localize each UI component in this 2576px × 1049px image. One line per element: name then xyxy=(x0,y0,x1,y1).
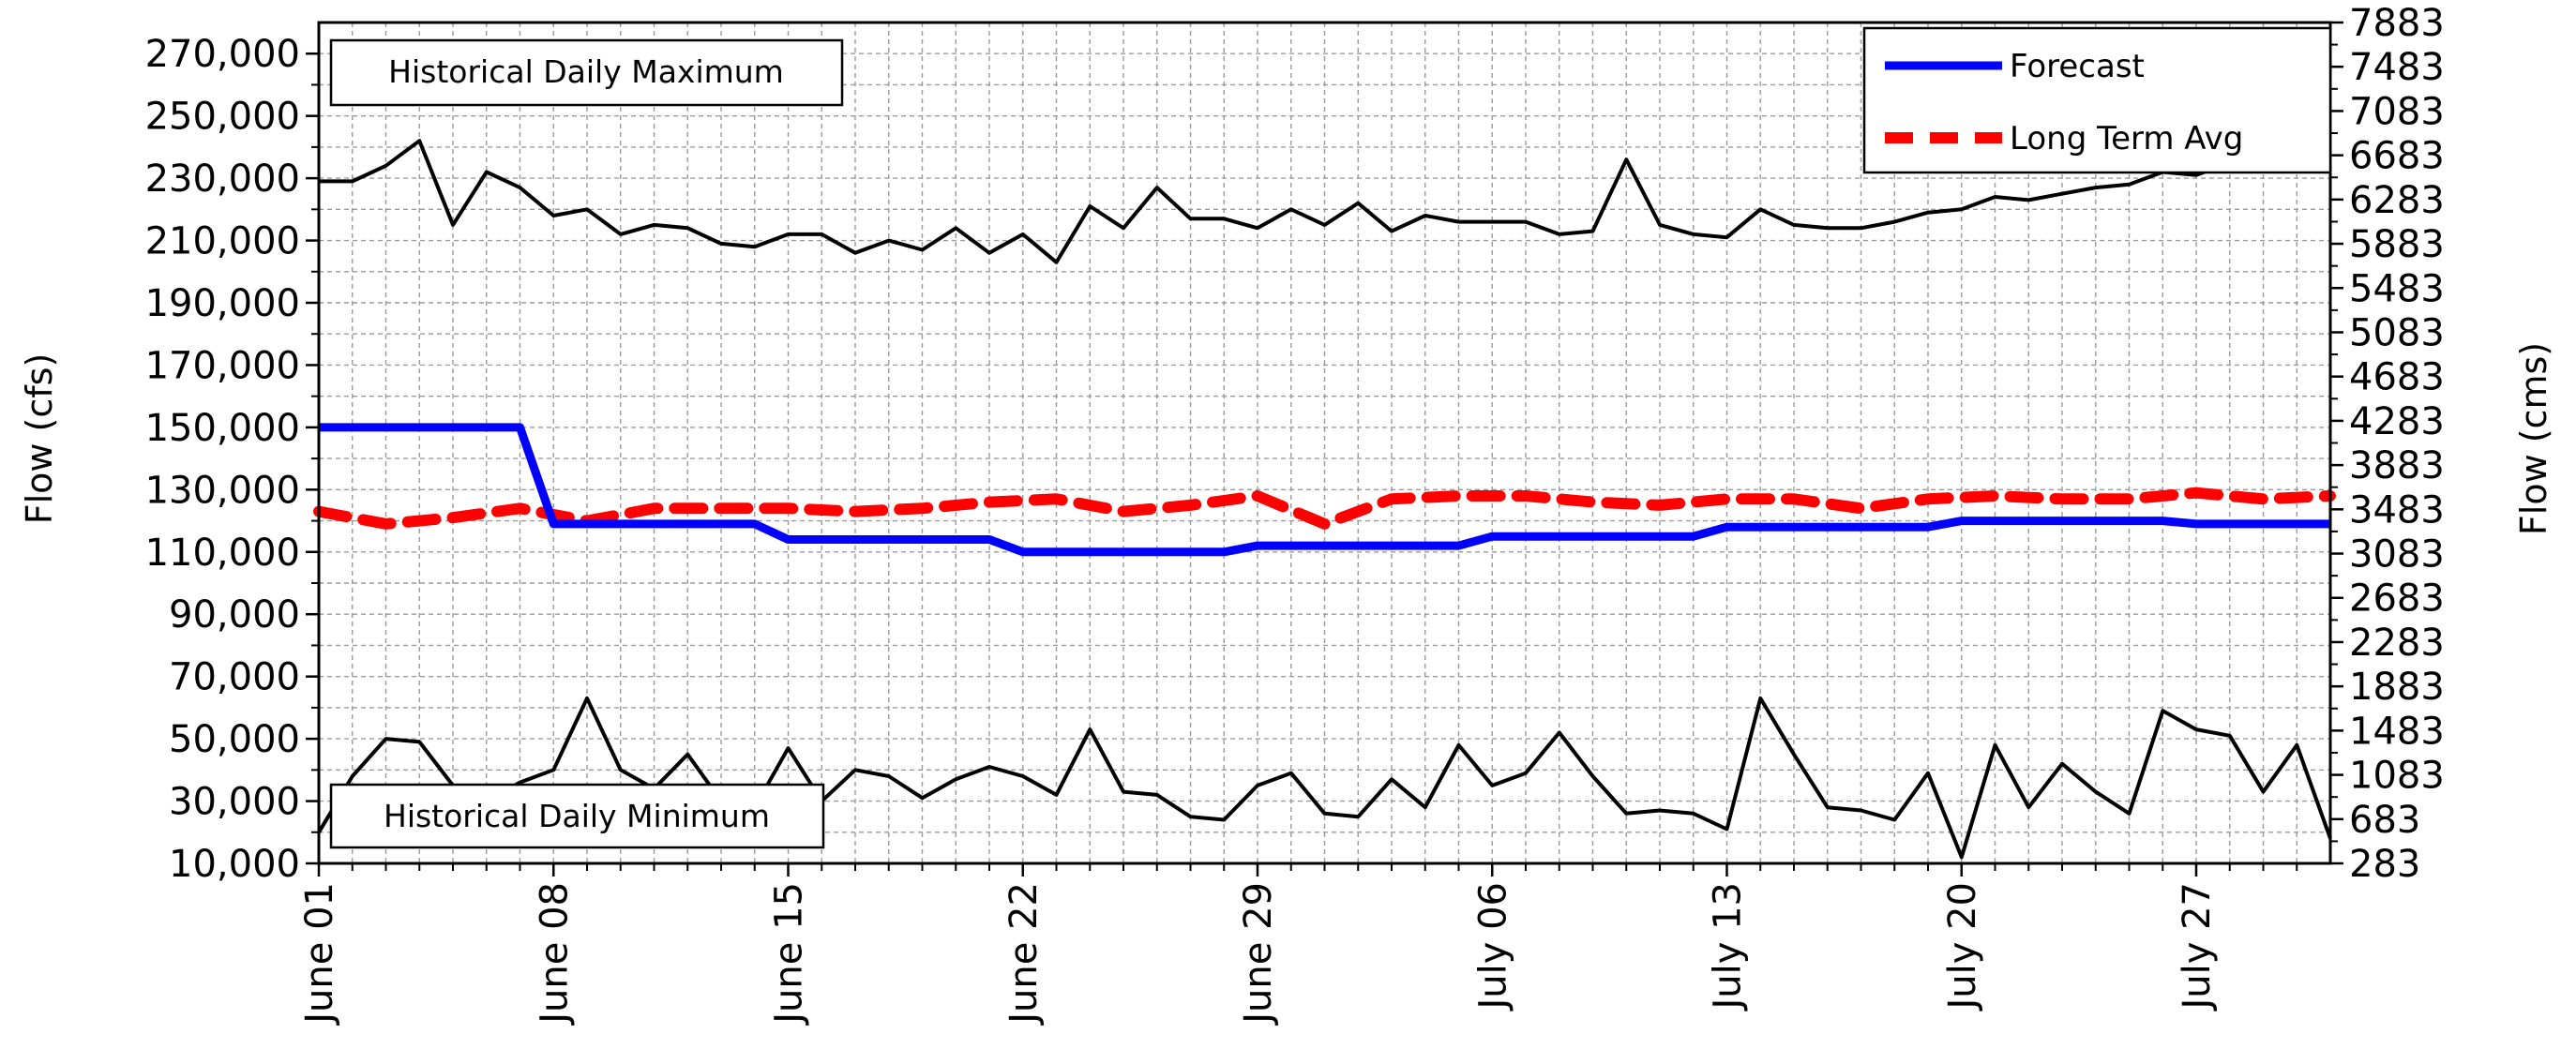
y2-tick-label: 5883 xyxy=(2349,223,2445,266)
annotation-max: Historical Daily Maximum xyxy=(329,38,844,107)
y2-tick-label: 6683 xyxy=(2349,135,2445,178)
y-tick-label: 170,000 xyxy=(145,344,300,387)
grid xyxy=(319,22,2330,863)
y-axis-title: Flow (cfs) xyxy=(19,353,60,525)
series-historical-daily-maximum xyxy=(319,139,2331,264)
annotation-max-label: Historical Daily Maximum xyxy=(388,53,784,90)
y-tick-label: 270,000 xyxy=(145,33,300,76)
y-tick-label: 130,000 xyxy=(145,469,300,512)
y2-tick-label: 3483 xyxy=(2349,488,2445,532)
axes: 10,000 30,000 50,000 70,000 90,000 110,000 130… xyxy=(145,2,2445,1027)
y2-tick-label: 2283 xyxy=(2349,622,2445,665)
y-tick-label: 10,000 xyxy=(169,843,300,886)
x-tick-label: June 29 xyxy=(1237,882,1280,1027)
x-tick-label: June 15 xyxy=(768,882,811,1027)
x-tick-label: June 08 xyxy=(533,882,576,1027)
y2-tick-label: 7483 xyxy=(2349,46,2445,89)
y2-tick-label: 4283 xyxy=(2349,400,2445,443)
y-tick-label: 110,000 xyxy=(145,532,300,575)
y2-tick-label: 6283 xyxy=(2349,179,2445,222)
y-tick-label: 250,000 xyxy=(145,96,300,139)
x-tick-label: July 13 xyxy=(1707,882,1750,1012)
x-tick-label: June 01 xyxy=(298,882,341,1027)
y2-tick-label: 1083 xyxy=(2349,755,2445,798)
legend-label-long-term-avg: Long Term Avg xyxy=(2010,120,2243,157)
legend-label-forecast: Forecast xyxy=(2010,48,2145,85)
series-long-term-avg xyxy=(313,487,2336,530)
y-tick-label: 70,000 xyxy=(169,656,300,699)
annotation-min: Historical Daily Minimum xyxy=(329,783,825,849)
y2-tick-label: 5483 xyxy=(2349,267,2445,310)
y2-tick-label: 3083 xyxy=(2349,533,2445,577)
annotation-min-label: Historical Daily Minimum xyxy=(384,798,770,834)
y2-tick-label: 5083 xyxy=(2349,311,2445,354)
annotation-max-box xyxy=(329,38,844,107)
y-tick-label: 230,000 xyxy=(145,157,300,201)
y-tick-label: 190,000 xyxy=(145,282,300,325)
y-tick-label: 30,000 xyxy=(169,781,300,824)
x-tick-label: July 27 xyxy=(2176,882,2219,1012)
x-tick-label: July 06 xyxy=(1471,882,1514,1012)
y2-tick-label: 2683 xyxy=(2349,577,2445,621)
x-tick-label: July 20 xyxy=(1941,882,1984,1012)
annotation-min-box xyxy=(329,783,825,849)
y-tick-label: 150,000 xyxy=(145,407,300,450)
y-tick-label: 210,000 xyxy=(145,220,300,263)
y2-axis-title: Flow (cms) xyxy=(2513,342,2554,535)
y2-tick-label: 7083 xyxy=(2349,90,2445,133)
y2-tick-label: 1883 xyxy=(2349,666,2445,709)
x-tick-label: June 22 xyxy=(1002,882,1046,1027)
series-forecast xyxy=(319,423,2330,557)
y2-tick-label: 1483 xyxy=(2349,710,2445,753)
y-tick-label: 90,000 xyxy=(169,593,300,637)
y2-tick-label: 283 xyxy=(2349,843,2420,886)
legend-box xyxy=(1862,26,2332,174)
y2-tick-label: 7883 xyxy=(2349,2,2445,45)
legend: Forecast Long Term Avg xyxy=(1862,26,2332,174)
y2-tick-label: 4683 xyxy=(2349,356,2445,399)
y2-tick-label: 3883 xyxy=(2349,444,2445,487)
y-tick-label: 50,000 xyxy=(169,718,300,761)
y2-tick-label: 683 xyxy=(2349,799,2420,842)
